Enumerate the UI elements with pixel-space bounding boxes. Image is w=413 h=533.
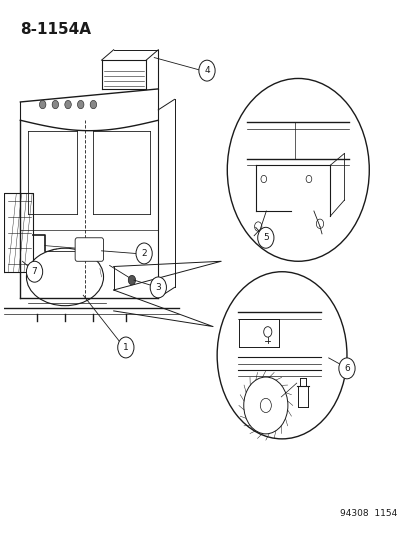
Circle shape [52, 100, 59, 109]
Text: 5: 5 [262, 233, 268, 243]
Circle shape [39, 100, 46, 109]
Circle shape [65, 100, 71, 109]
Text: 3: 3 [155, 283, 161, 292]
Circle shape [198, 60, 215, 81]
Text: 7: 7 [32, 267, 37, 276]
Circle shape [26, 261, 43, 282]
Text: 4: 4 [204, 66, 209, 75]
Circle shape [217, 272, 346, 439]
Circle shape [77, 100, 84, 109]
Circle shape [338, 358, 354, 379]
Text: 1: 1 [123, 343, 128, 352]
Circle shape [257, 228, 273, 248]
Text: 2: 2 [141, 249, 147, 258]
Circle shape [128, 276, 135, 285]
Circle shape [227, 78, 368, 261]
Text: 8-1154A: 8-1154A [20, 22, 91, 37]
FancyBboxPatch shape [75, 238, 103, 261]
Circle shape [90, 100, 96, 109]
Circle shape [117, 337, 134, 358]
Circle shape [135, 243, 152, 264]
Text: 6: 6 [343, 364, 349, 373]
Text: 94308  1154: 94308 1154 [339, 509, 397, 518]
Circle shape [150, 277, 166, 298]
